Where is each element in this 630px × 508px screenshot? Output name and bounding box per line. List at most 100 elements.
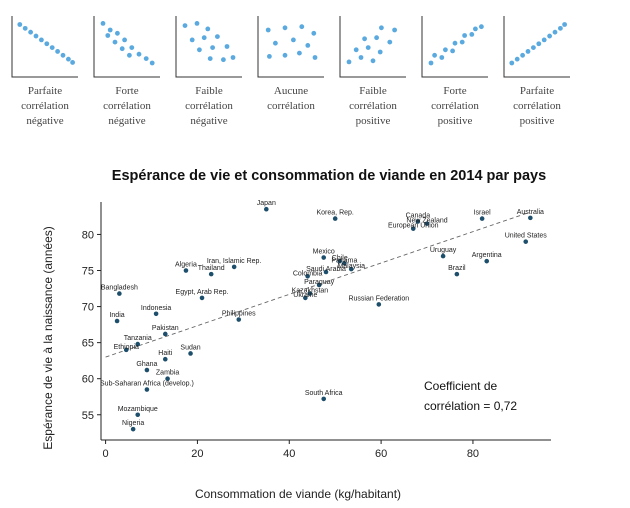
data-point [162,356,168,362]
point-label: Egypt, Arab Rep. [176,289,229,296]
point-label: India [109,312,124,319]
data-point [162,331,168,337]
data-point [479,216,485,221]
point-label: Pakistan [152,325,179,332]
legend-dot [452,40,458,46]
legend-panel-6: Forte corrélation positive [421,16,488,127]
data-point [183,268,189,273]
legend-dot [439,55,445,60]
data-point [305,273,310,279]
legend-caption-line: corrélation [513,100,561,112]
legend-caption-line: corrélation [431,100,479,112]
legend-dot [197,47,202,53]
legend-dot [536,41,542,47]
legend-dot [432,52,437,58]
legend-dot [473,26,478,32]
legend-dot [201,35,207,41]
legend-dot [365,45,371,50]
legend-dot [119,46,125,52]
data-point [321,396,327,402]
legend-dot [70,60,75,65]
legend-axis [257,16,324,78]
legend-dot [129,45,135,50]
legend-dot [547,33,552,39]
legend-dot [312,55,318,60]
legend-dot [299,24,305,30]
x-tick-label: 0 [103,448,109,460]
point-label: New Zealand [406,218,447,225]
y-tick-label: 55 [82,410,94,422]
legend-axis [175,16,242,78]
data-point [332,216,338,221]
y-tick-label: 75 [82,266,94,278]
legend-dot [353,47,359,53]
legend-caption-line: corrélation [103,100,151,112]
legend-axis [421,16,488,78]
legend-caption-line: Aucune [274,85,308,97]
legend-dot [392,27,397,33]
data-point [153,311,159,317]
data-point [303,295,308,301]
legend-dot [39,37,44,43]
data-point [144,367,150,373]
legend-caption-line: négative [26,115,63,127]
legend-dot [459,39,465,45]
point-label: United States [505,233,548,240]
point-label: Ghana [136,361,157,368]
legend-dot [17,22,23,27]
data-point [440,253,446,259]
point-label: Nigeria [122,420,144,427]
legend-dot [126,52,132,58]
legend-dot [107,27,113,33]
legend-dot [531,45,536,50]
legend-dot [205,26,211,32]
data-point [231,264,237,270]
legend-dot [22,25,28,31]
legend-dot [207,56,213,61]
legend-dot [143,56,149,61]
point-label: Saudi Arabia [306,266,346,273]
legend-dot [105,33,111,38]
legend-dot [230,55,236,60]
legend-panel-1: Parfaite corrélation négative [11,16,78,127]
x-tick-label: 20 [191,448,203,460]
point-label: Australia [517,209,544,216]
point-label: Japan [257,200,276,207]
data-point [144,387,150,392]
legend-dot [267,54,272,59]
legend-axis [11,16,78,78]
trend-line [105,212,529,358]
point-label: Bangladesh [101,285,138,292]
legend-dot [49,45,55,50]
y-axis-label: Espérance de vie à la naissance (années) [41,226,55,449]
legend-dot [525,49,531,54]
legend-dot [273,40,278,46]
legend-dot [305,43,311,48]
chart-title: Espérance de vie et consommation de vian… [112,168,546,184]
y-tick-label: 70 [82,302,94,314]
legend-dot [469,32,475,37]
data-point [523,239,529,244]
data-point [130,426,136,432]
legend-dot [370,58,376,64]
legend-dot [387,39,393,45]
point-label: Canada [406,212,431,219]
legend-dot [562,22,567,27]
point-label: Zambia [156,370,179,377]
legend-dot [346,59,352,65]
legend-dot [112,39,118,45]
legend-panel-5: Faible corrélation positive [339,16,406,127]
legend-dot [377,49,383,55]
y-tick-label: 60 [82,374,94,386]
legend-dot [265,27,271,33]
legend-dot [514,56,520,62]
point-label: Thailand [198,265,225,272]
legend-dot [311,30,317,36]
correlation-note: Coefficient de [424,379,497,393]
scatter-chart: Espérance de vie et consommation de vian… [41,168,551,501]
data-point [208,271,214,277]
legend-caption-line: corrélation [349,100,397,112]
legend-caption-line: positive [438,115,473,127]
point-label: Kazakhstan [292,288,329,295]
legend-dot [428,60,434,66]
